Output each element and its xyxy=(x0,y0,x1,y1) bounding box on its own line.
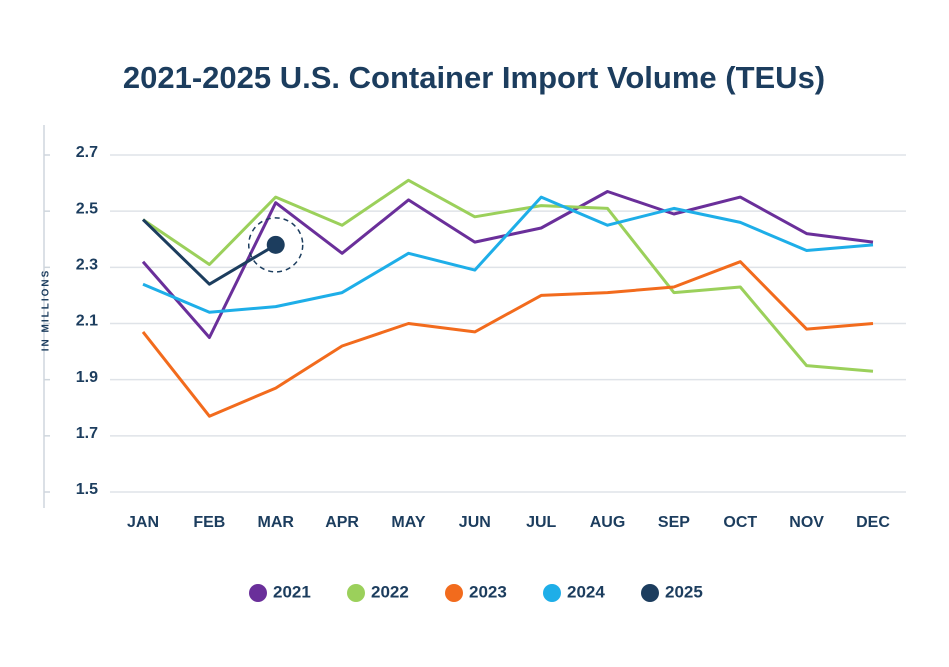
legend-label: 2021 xyxy=(273,582,311,601)
x-tick-label: JUL xyxy=(526,514,556,531)
legend-label: 2022 xyxy=(371,582,409,601)
y-axis-label: IN MILLIONS xyxy=(41,269,52,352)
x-tick-label: JUN xyxy=(459,514,491,531)
legend-swatch xyxy=(445,584,463,602)
legend-swatch xyxy=(347,584,365,602)
y-tick-label: 2.5 xyxy=(76,200,98,217)
legend-item: 2025 xyxy=(641,582,703,602)
x-tick-label: MAY xyxy=(391,514,425,531)
end-point xyxy=(266,235,285,254)
x-tick-label: AUG xyxy=(590,514,626,531)
series-line xyxy=(142,195,874,314)
x-tick-label: SEP xyxy=(658,514,690,531)
y-tick-label: 1.7 xyxy=(76,425,98,442)
series-line xyxy=(141,260,874,418)
x-tick-label: FEB xyxy=(193,514,225,531)
y-tick-label: 1.5 xyxy=(76,481,98,498)
y-tick-label: 2.3 xyxy=(76,257,98,274)
legend-item: 2021 xyxy=(249,582,311,602)
series-line xyxy=(142,178,874,373)
legend-swatch xyxy=(249,584,267,602)
legend-label: 2023 xyxy=(469,582,507,601)
legend-item: 2022 xyxy=(347,582,409,602)
x-tick-label: MAR xyxy=(258,514,295,531)
legend-swatch xyxy=(641,584,659,602)
x-tick-label: OCT xyxy=(723,514,757,531)
highlight-ring xyxy=(247,217,304,273)
x-tick-label: DEC xyxy=(856,514,890,531)
x-tick-label: JAN xyxy=(127,514,159,531)
legend-swatch xyxy=(543,584,561,602)
y-tick-label: 2.7 xyxy=(76,144,98,161)
legend-item: 2023 xyxy=(445,582,507,602)
y-tick-label: 1.9 xyxy=(76,369,98,386)
legend-label: 2025 xyxy=(665,582,703,601)
chart-title: 2021-2025 U.S. Container Import Volume (… xyxy=(123,60,825,95)
series-line xyxy=(141,218,277,286)
x-tick-label: NOV xyxy=(789,514,824,531)
x-tick-label: APR xyxy=(325,514,359,531)
legend-item: 2024 xyxy=(543,582,605,602)
y-tick-label: 2.1 xyxy=(76,313,98,330)
legend-label: 2024 xyxy=(567,582,605,601)
